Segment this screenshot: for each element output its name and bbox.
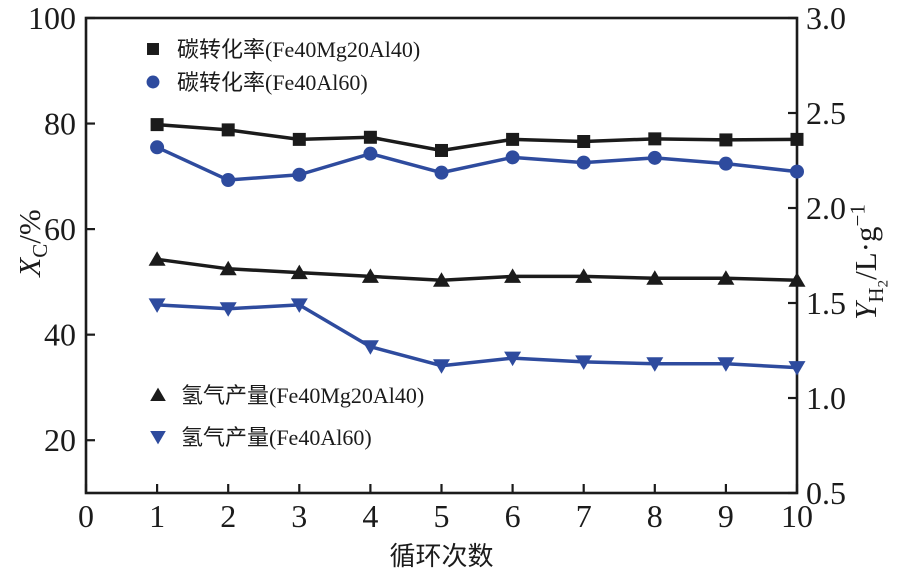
data-point-triangle-up — [361, 268, 379, 283]
left-axis-variable: X — [12, 257, 47, 277]
series-line — [155, 122, 799, 153]
data-point-square — [150, 118, 164, 132]
right-axis-label: YH2/L·g−1 — [845, 204, 892, 320]
x-tick-label: 2 — [220, 498, 236, 534]
x-tick-label: 8 — [647, 498, 663, 534]
right-tick-label: 3.0 — [806, 0, 846, 36]
left-tick-label: 40 — [44, 317, 76, 353]
data-point-triangle-down — [219, 302, 237, 317]
data-point-square — [147, 43, 159, 55]
data-point-triangle-up — [575, 268, 593, 283]
data-point-triangle-down — [717, 357, 735, 372]
x-axis-label: 循环次数 — [389, 542, 494, 568]
data-point-square — [435, 143, 448, 157]
data-point-triangle-down — [788, 361, 806, 376]
data-point-triangle-down — [361, 340, 379, 355]
data-point-square — [363, 130, 377, 144]
left-axis-label: XC/% — [12, 209, 52, 277]
data-point-square — [719, 133, 733, 147]
left-tick-label: 20 — [44, 422, 76, 458]
left-axis-subscript: C — [28, 243, 53, 258]
right-tick-label: 2.0 — [806, 190, 846, 226]
x-tick-label: 9 — [718, 498, 734, 534]
data-point-triangle-down — [150, 431, 166, 445]
data-point-square — [790, 132, 804, 146]
x-tick-label: 5 — [434, 498, 450, 534]
data-point-circle — [150, 140, 165, 155]
right-axis-subscript-h: H — [864, 287, 889, 303]
data-point-circle — [790, 164, 804, 179]
x-tick-label: 4 — [362, 498, 378, 534]
x-tick-label: 3 — [291, 498, 307, 534]
left-tick-label: 80 — [44, 106, 76, 142]
data-point-square — [292, 132, 306, 146]
series-2 — [148, 251, 806, 287]
legend-item: 碳转化率(Fe40Mg20Al40) — [147, 37, 420, 62]
left-tick-label: 60 — [44, 211, 76, 247]
left-tick-label: 100 — [28, 0, 76, 36]
series-line — [155, 145, 799, 182]
series-line — [155, 257, 799, 282]
x-tick-label: 0 — [78, 498, 94, 534]
right-axis-unit: /L·g — [848, 226, 883, 280]
series-line — [155, 303, 799, 370]
legend-label: 碳转化率(Fe40Al60) — [177, 70, 368, 95]
data-point-triangle-up — [646, 270, 664, 285]
data-point-triangle-down — [433, 359, 450, 374]
data-point-square — [648, 132, 662, 146]
right-axis-subscript-2: 2 — [875, 279, 892, 288]
data-point-circle — [647, 150, 662, 165]
data-point-circle — [718, 156, 733, 171]
legend-label: 碳转化率(Fe40Mg20Al40) — [177, 37, 420, 62]
right-axis-superscript: −1 — [845, 204, 870, 227]
legend-item: 氢气产量(Fe40Al60) — [150, 425, 372, 450]
data-point-square — [506, 132, 520, 146]
data-point-circle — [146, 75, 160, 89]
data-point-circle — [363, 146, 378, 161]
x-tick-label: 7 — [576, 498, 592, 534]
series-3 — [148, 298, 806, 376]
data-point-triangle-up — [148, 251, 166, 266]
x-tick-label: 6 — [505, 498, 521, 534]
data-point-triangle-up — [717, 270, 735, 285]
data-point-triangle-down — [575, 355, 593, 370]
data-point-circle — [576, 155, 591, 170]
left-axis-unit: /% — [12, 209, 47, 244]
series-0 — [150, 118, 804, 157]
data-point-triangle-up — [433, 272, 450, 287]
right-tick-label: 1.5 — [806, 285, 846, 321]
data-point-square — [577, 135, 591, 148]
series-1 — [150, 140, 804, 188]
legend-label: 氢气产量(Fe40Al60) — [181, 425, 372, 450]
right-tick-label: 2.5 — [806, 95, 846, 131]
data-point-circle — [221, 173, 236, 188]
data-point-triangle-down — [504, 351, 522, 367]
data-point-triangle-down — [646, 357, 664, 372]
right-axis-subscript: H2 — [864, 280, 892, 303]
data-point-triangle-up — [150, 387, 166, 401]
right-tick-label: 0.5 — [806, 475, 846, 511]
x-tick-label: 10 — [781, 498, 813, 534]
data-point-triangle-down — [148, 298, 166, 313]
data-point-square — [221, 123, 235, 137]
data-point-triangle-up — [290, 264, 308, 280]
x-tick-label: 1 — [149, 498, 165, 534]
data-point-triangle-up — [219, 260, 237, 276]
data-point-circle — [292, 167, 307, 182]
data-point-triangle-up — [788, 272, 806, 287]
legend-item: 碳转化率(Fe40Al60) — [146, 70, 368, 95]
data-point-triangle-up — [504, 268, 522, 283]
right-axis-variable: Y — [848, 302, 883, 320]
data-point-triangle-down — [290, 298, 308, 313]
legend-item: 氢气产量(Fe40Mg20Al40) — [150, 383, 424, 408]
data-point-circle — [434, 165, 449, 180]
right-tick-label: 1.0 — [806, 380, 846, 416]
legend-label: 氢气产量(Fe40Mg20Al40) — [181, 383, 424, 408]
data-point-circle — [505, 150, 520, 165]
